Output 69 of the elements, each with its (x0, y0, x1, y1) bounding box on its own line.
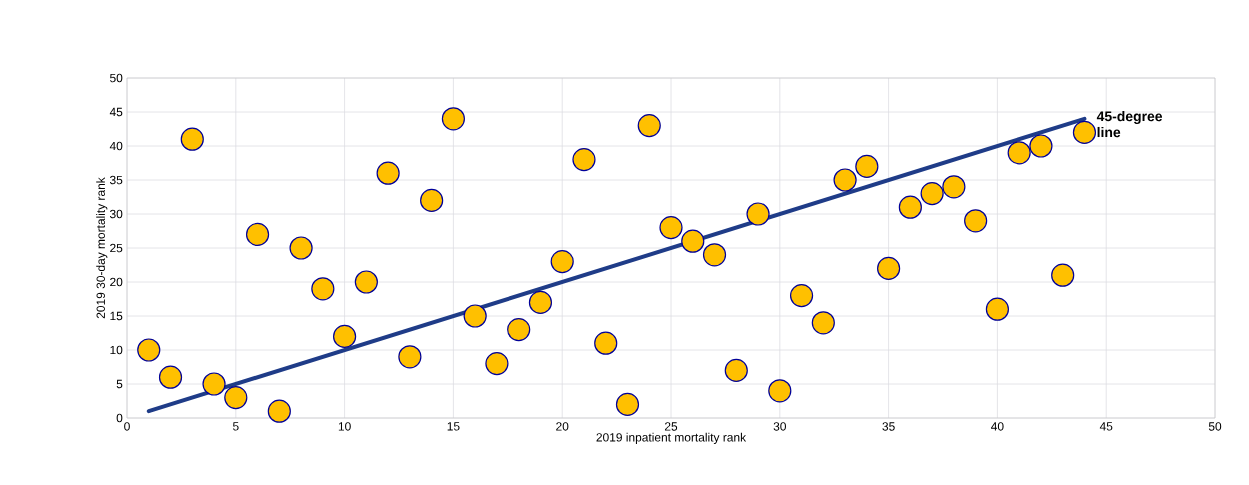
x-tick-label: 10 (338, 422, 351, 431)
x-tick-label: 45 (1099, 422, 1113, 431)
point (746, 202, 770, 226)
point (615, 392, 640, 416)
point (311, 277, 335, 301)
point (1051, 263, 1075, 287)
y-tick-label: 50 (110, 73, 123, 83)
y-tick-label: 25 (110, 243, 123, 253)
point (202, 372, 226, 396)
point (245, 222, 270, 246)
point (594, 331, 618, 355)
point (267, 399, 291, 423)
x-tick-label: 15 (447, 422, 460, 431)
point (659, 216, 683, 240)
x-tick-label: 40 (991, 422, 1004, 431)
point (681, 229, 705, 253)
point (1029, 134, 1053, 158)
point (1007, 141, 1031, 165)
point (1072, 120, 1097, 144)
point (789, 284, 814, 308)
y-tick-label: 30 (109, 209, 123, 219)
point (158, 365, 183, 389)
y-axis-title: 2019 30-day mortality rank (96, 177, 108, 319)
point (920, 182, 944, 206)
point (855, 154, 879, 178)
point (333, 324, 357, 348)
point (768, 379, 792, 403)
x-tick-label: 50 (1208, 422, 1222, 431)
point (137, 338, 161, 362)
x-tick-label: 20 (556, 422, 569, 431)
point (898, 195, 922, 219)
point (637, 114, 661, 138)
point (485, 352, 509, 376)
point (420, 188, 444, 212)
y-tick-label: 20 (110, 277, 123, 287)
y-tick-label: 5 (116, 379, 123, 389)
point (572, 148, 596, 172)
point (985, 297, 1010, 321)
y-tick-label: 15 (110, 311, 123, 321)
point (507, 318, 531, 342)
point (833, 168, 857, 192)
point (180, 127, 204, 151)
point (463, 304, 487, 328)
x-tick-label: 35 (882, 422, 895, 431)
point (942, 175, 966, 199)
x-axis-title: 2019 inpatient mortality rank (596, 432, 747, 444)
point (964, 209, 988, 233)
point (811, 311, 835, 335)
y-tick-label: 40 (109, 141, 123, 151)
x-tick-label: 25 (664, 422, 678, 431)
y-tick-label: 45 (109, 107, 123, 117)
point (528, 290, 553, 314)
y-tick-label: 10 (110, 345, 123, 355)
point (354, 270, 378, 294)
y-tick-label: 0 (116, 413, 123, 423)
x-tick-label: 5 (232, 422, 239, 431)
point (724, 358, 748, 382)
x-tick-label: 30 (773, 422, 786, 431)
point (441, 107, 465, 131)
point (376, 161, 400, 185)
point (702, 243, 727, 267)
point (877, 256, 901, 280)
x-tick-label: 0 (124, 422, 130, 431)
point (289, 236, 313, 260)
y-tick-label: 35 (109, 175, 123, 185)
point (398, 345, 422, 369)
point (224, 386, 248, 410)
annotation: 45-degree line (1096, 111, 1163, 138)
point (550, 250, 574, 274)
